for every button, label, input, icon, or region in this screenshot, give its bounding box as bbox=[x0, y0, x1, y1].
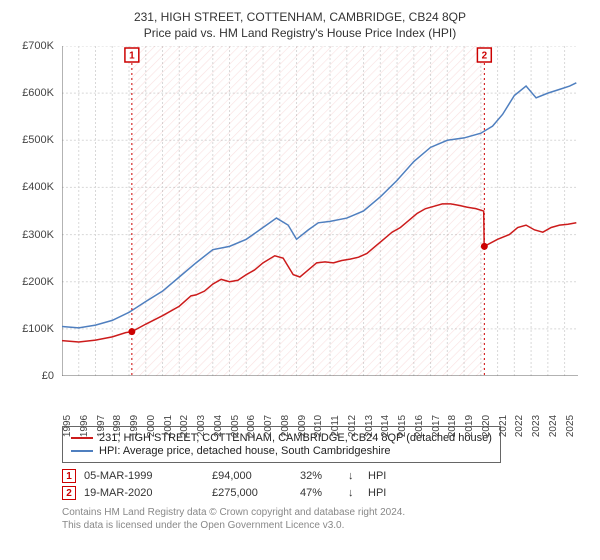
x-axis: 1995199619971998199920002001200220032004… bbox=[62, 398, 578, 420]
y-tick-label: £300K bbox=[22, 229, 54, 241]
table-row: 2 19-MAR-2020 £275,000 47% ↓ HPI bbox=[62, 486, 588, 500]
x-tick-label: 2014 bbox=[380, 415, 391, 437]
x-tick-label: 2017 bbox=[431, 415, 442, 437]
x-tick-label: 1998 bbox=[112, 415, 123, 437]
footer-line: This data is licensed under the Open Gov… bbox=[62, 519, 588, 532]
y-tick-label: £100K bbox=[22, 323, 54, 335]
x-tick-label: 2023 bbox=[531, 415, 542, 437]
down-arrow-icon: ↓ bbox=[348, 470, 360, 482]
x-tick-label: 1995 bbox=[62, 415, 73, 437]
x-tick-label: 1999 bbox=[129, 415, 140, 437]
sale-hpi-label: HPI bbox=[368, 487, 398, 499]
table-row: 1 05-MAR-1999 £94,000 32% ↓ HPI bbox=[62, 469, 588, 483]
sale-date: 19-MAR-2020 bbox=[84, 487, 204, 499]
x-tick-label: 2001 bbox=[163, 415, 174, 437]
x-tick-label: 2013 bbox=[364, 415, 375, 437]
plot: 12 bbox=[62, 46, 578, 376]
y-tick-label: £0 bbox=[42, 370, 54, 382]
footer-line: Contains HM Land Registry data © Crown c… bbox=[62, 506, 588, 519]
x-tick-label: 2025 bbox=[565, 415, 576, 437]
x-tick-label: 2009 bbox=[297, 415, 308, 437]
x-tick-label: 2022 bbox=[514, 415, 525, 437]
x-tick-label: 1996 bbox=[79, 415, 90, 437]
x-tick-label: 2011 bbox=[330, 415, 341, 437]
sale-date: 05-MAR-1999 bbox=[84, 470, 204, 482]
sale-pct: 32% bbox=[300, 470, 340, 482]
chart-subtitle: Price paid vs. HM Land Registry's House … bbox=[12, 26, 588, 40]
sale-hpi-label: HPI bbox=[368, 470, 398, 482]
y-tick-label: £400K bbox=[22, 181, 54, 193]
x-tick-label: 2010 bbox=[313, 415, 324, 437]
y-tick-label: £700K bbox=[22, 40, 54, 52]
legend-row: HPI: Average price, detached house, Sout… bbox=[71, 445, 492, 457]
y-axis: £0£100K£200K£300K£400K£500K£600K£700K bbox=[12, 46, 58, 376]
x-tick-label: 2020 bbox=[481, 415, 492, 437]
x-tick-label: 2006 bbox=[246, 415, 257, 437]
footer: Contains HM Land Registry data © Crown c… bbox=[62, 506, 588, 532]
legend-swatch bbox=[71, 437, 93, 439]
sale-price: £94,000 bbox=[212, 470, 292, 482]
down-arrow-icon: ↓ bbox=[348, 487, 360, 499]
legend-swatch bbox=[71, 450, 93, 452]
x-tick-label: 1997 bbox=[96, 415, 107, 437]
sale-marker-icon: 1 bbox=[62, 469, 76, 483]
sales-table: 1 05-MAR-1999 £94,000 32% ↓ HPI 2 19-MAR… bbox=[62, 469, 588, 500]
x-tick-label: 2008 bbox=[280, 415, 291, 437]
x-tick-label: 2003 bbox=[196, 415, 207, 437]
x-tick-label: 2015 bbox=[397, 415, 408, 437]
x-tick-label: 2019 bbox=[464, 415, 475, 437]
x-tick-label: 2018 bbox=[447, 415, 458, 437]
y-tick-label: £200K bbox=[22, 276, 54, 288]
svg-text:1: 1 bbox=[129, 51, 135, 62]
y-tick-label: £500K bbox=[22, 134, 54, 146]
y-tick-label: £600K bbox=[22, 87, 54, 99]
x-tick-label: 2000 bbox=[146, 415, 157, 437]
chart-area: £0£100K£200K£300K£400K£500K£600K£700K 12… bbox=[62, 46, 578, 398]
sale-marker-icon: 2 bbox=[62, 486, 76, 500]
svg-text:2: 2 bbox=[482, 51, 488, 62]
legend-label: HPI: Average price, detached house, Sout… bbox=[99, 445, 390, 457]
x-tick-label: 2021 bbox=[498, 415, 509, 437]
x-tick-label: 2005 bbox=[230, 415, 241, 437]
x-tick-label: 2016 bbox=[414, 415, 425, 437]
x-tick-label: 2007 bbox=[263, 415, 274, 437]
sale-price: £275,000 bbox=[212, 487, 292, 499]
x-tick-label: 2004 bbox=[213, 415, 224, 437]
sale-pct: 47% bbox=[300, 487, 340, 499]
x-tick-label: 2024 bbox=[548, 415, 559, 437]
x-tick-label: 2012 bbox=[347, 415, 358, 437]
chart-title: 231, HIGH STREET, COTTENHAM, CAMBRIDGE, … bbox=[12, 10, 588, 24]
x-tick-label: 2002 bbox=[179, 415, 190, 437]
